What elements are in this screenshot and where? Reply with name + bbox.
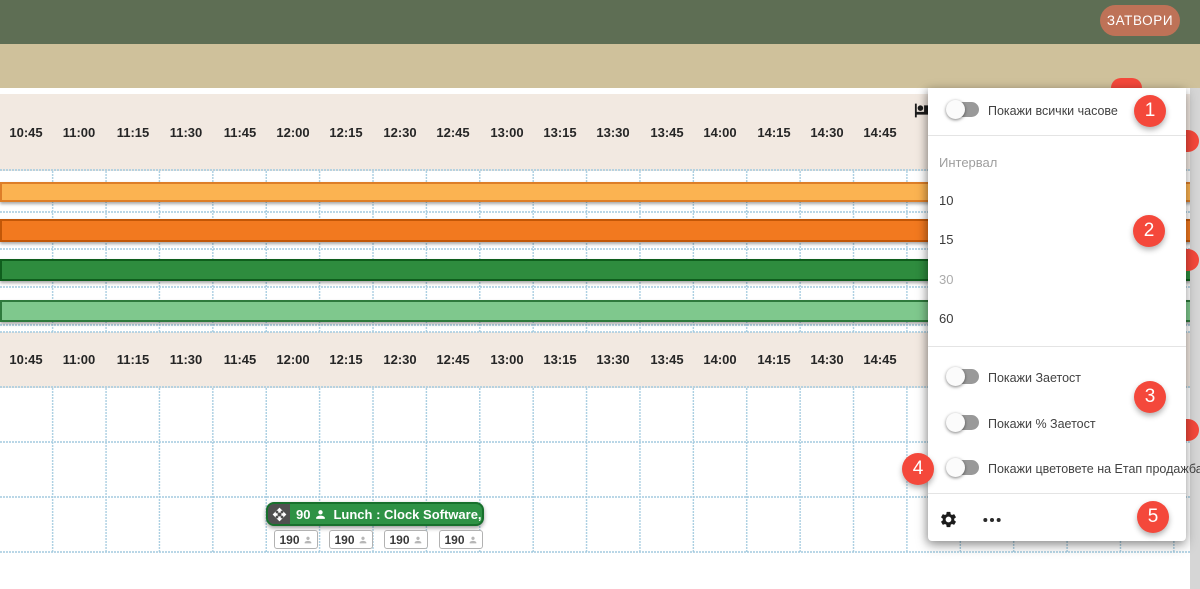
capacity-value: 190 bbox=[389, 532, 410, 547]
capacity-box[interactable]: 190 bbox=[274, 530, 318, 549]
menu-divider bbox=[928, 135, 1186, 136]
interval-option-30[interactable]: 30 bbox=[939, 272, 954, 287]
toggle-show-all-hours[interactable] bbox=[946, 100, 979, 119]
time-label: 13:00 bbox=[490, 352, 524, 367]
toggle-show-occupancy-label: Покажи Заетост bbox=[988, 371, 1081, 385]
annotation-badge-partial bbox=[1186, 249, 1199, 271]
event-chip-lunch[interactable]: 90 Lunch : Clock Software, Tea bbox=[266, 502, 484, 526]
time-label: 13:30 bbox=[596, 352, 630, 367]
time-label: 14:30 bbox=[810, 125, 844, 140]
time-label: 11:15 bbox=[116, 125, 150, 140]
time-label: 12:30 bbox=[383, 125, 417, 140]
person-icon bbox=[316, 509, 326, 519]
time-label: 13:00 bbox=[490, 125, 524, 140]
capacity-box[interactable]: 190 bbox=[384, 530, 428, 549]
interval-section-label: Интервал bbox=[939, 155, 998, 170]
time-label: 13:45 bbox=[650, 352, 684, 367]
event-title: Lunch : Clock Software, Tea bbox=[333, 506, 482, 522]
time-label: 12:45 bbox=[436, 125, 470, 140]
vertical-scrollbar[interactable] bbox=[1190, 88, 1200, 589]
gridline-horizontal bbox=[0, 324, 1200, 326]
time-label: 10:45 bbox=[9, 125, 43, 140]
more-options-icon[interactable] bbox=[982, 515, 1002, 525]
capacity-value: 190 bbox=[444, 532, 465, 547]
interval-option-15[interactable]: 15 bbox=[939, 232, 954, 247]
time-label: 12:30 bbox=[383, 352, 417, 367]
person-icon bbox=[469, 536, 476, 543]
time-label: 13:15 bbox=[543, 125, 577, 140]
time-label: 14:00 bbox=[703, 352, 737, 367]
annotation-badge-2: 2 bbox=[1133, 215, 1165, 247]
capacity-value: 190 bbox=[279, 532, 300, 547]
time-label: 12:00 bbox=[276, 352, 310, 367]
gear-icon[interactable] bbox=[939, 510, 958, 529]
toggle-show-sale-stage-colors-label: Покажи цветовете на Етап продажба bbox=[988, 462, 1200, 476]
time-label: 13:30 bbox=[596, 125, 630, 140]
time-label: 13:45 bbox=[650, 125, 684, 140]
menu-divider bbox=[928, 346, 1186, 347]
gridline-horizontal bbox=[0, 286, 1200, 288]
menu-divider bbox=[928, 493, 1186, 494]
gridline-horizontal bbox=[0, 169, 1200, 171]
annotation-badge-4: 4 bbox=[902, 453, 934, 485]
time-label: 14:15 bbox=[757, 125, 791, 140]
time-label: 12:00 bbox=[276, 125, 310, 140]
toggle-show-occupancy[interactable] bbox=[946, 367, 979, 386]
gridline-horizontal bbox=[0, 386, 1200, 388]
move-icon bbox=[272, 507, 286, 521]
annotation-badge-partial bbox=[1186, 419, 1199, 441]
time-label: 14:30 bbox=[810, 352, 844, 367]
person-icon bbox=[414, 536, 421, 543]
annotation-badge-1: 1 bbox=[1134, 95, 1166, 127]
drag-handle[interactable] bbox=[268, 504, 290, 524]
capacity-value: 190 bbox=[334, 532, 355, 547]
toggle-show-sale-stage-colors[interactable] bbox=[946, 458, 979, 477]
toggle-show-all-hours-label: Покажи всички часове bbox=[988, 104, 1118, 118]
gridline-horizontal bbox=[0, 211, 1200, 213]
gridline-horizontal bbox=[0, 441, 1200, 443]
time-label: 11:45 bbox=[223, 352, 257, 367]
time-label: 12:15 bbox=[329, 352, 363, 367]
event-duration: 90 bbox=[296, 506, 311, 522]
annotation-badge-3: 3 bbox=[1134, 381, 1166, 413]
gridline-horizontal bbox=[0, 551, 1200, 553]
time-label: 14:45 bbox=[863, 125, 897, 140]
person-icon bbox=[359, 536, 366, 543]
app-header: ЗАТВОРИ bbox=[0, 0, 1200, 44]
time-label: 11:00 bbox=[62, 125, 96, 140]
time-label: 10:45 bbox=[9, 352, 43, 367]
gridline-horizontal bbox=[0, 331, 1200, 333]
settings-dropdown-menu: Покажи всички часове Интервал 10 15 30 6… bbox=[928, 88, 1200, 541]
toggle-show-percent-occupancy[interactable] bbox=[946, 413, 979, 432]
interval-option-10[interactable]: 10 bbox=[939, 193, 954, 208]
time-label: 11:30 bbox=[169, 125, 203, 140]
annotation-badge-partial bbox=[1111, 78, 1142, 88]
capacity-box[interactable]: 190 bbox=[329, 530, 373, 549]
time-label: 12:15 bbox=[329, 125, 363, 140]
close-button[interactable]: ЗАТВОРИ bbox=[1100, 5, 1180, 36]
gridline-horizontal bbox=[0, 248, 1200, 250]
time-label: 14:15 bbox=[757, 352, 791, 367]
gridline-horizontal bbox=[0, 496, 1200, 498]
toolbar: ШАБЛОНИ bbox=[0, 44, 1200, 120]
time-label: 14:45 bbox=[863, 352, 897, 367]
capacity-box[interactable]: 190 bbox=[439, 530, 483, 549]
time-label: 11:00 bbox=[62, 352, 96, 367]
annotation-badge-5: 5 bbox=[1137, 501, 1169, 533]
interval-option-60[interactable]: 60 bbox=[939, 311, 954, 326]
toggle-show-percent-occupancy-label: Покажи % Заетост bbox=[988, 417, 1096, 431]
time-label: 11:15 bbox=[116, 352, 150, 367]
time-label: 12:45 bbox=[436, 352, 470, 367]
time-label: 14:00 bbox=[703, 125, 737, 140]
time-label: 11:30 bbox=[169, 352, 203, 367]
time-label: 11:45 bbox=[223, 125, 257, 140]
person-icon bbox=[304, 536, 311, 543]
time-label: 13:15 bbox=[543, 352, 577, 367]
annotation-badge-partial bbox=[1186, 130, 1199, 152]
